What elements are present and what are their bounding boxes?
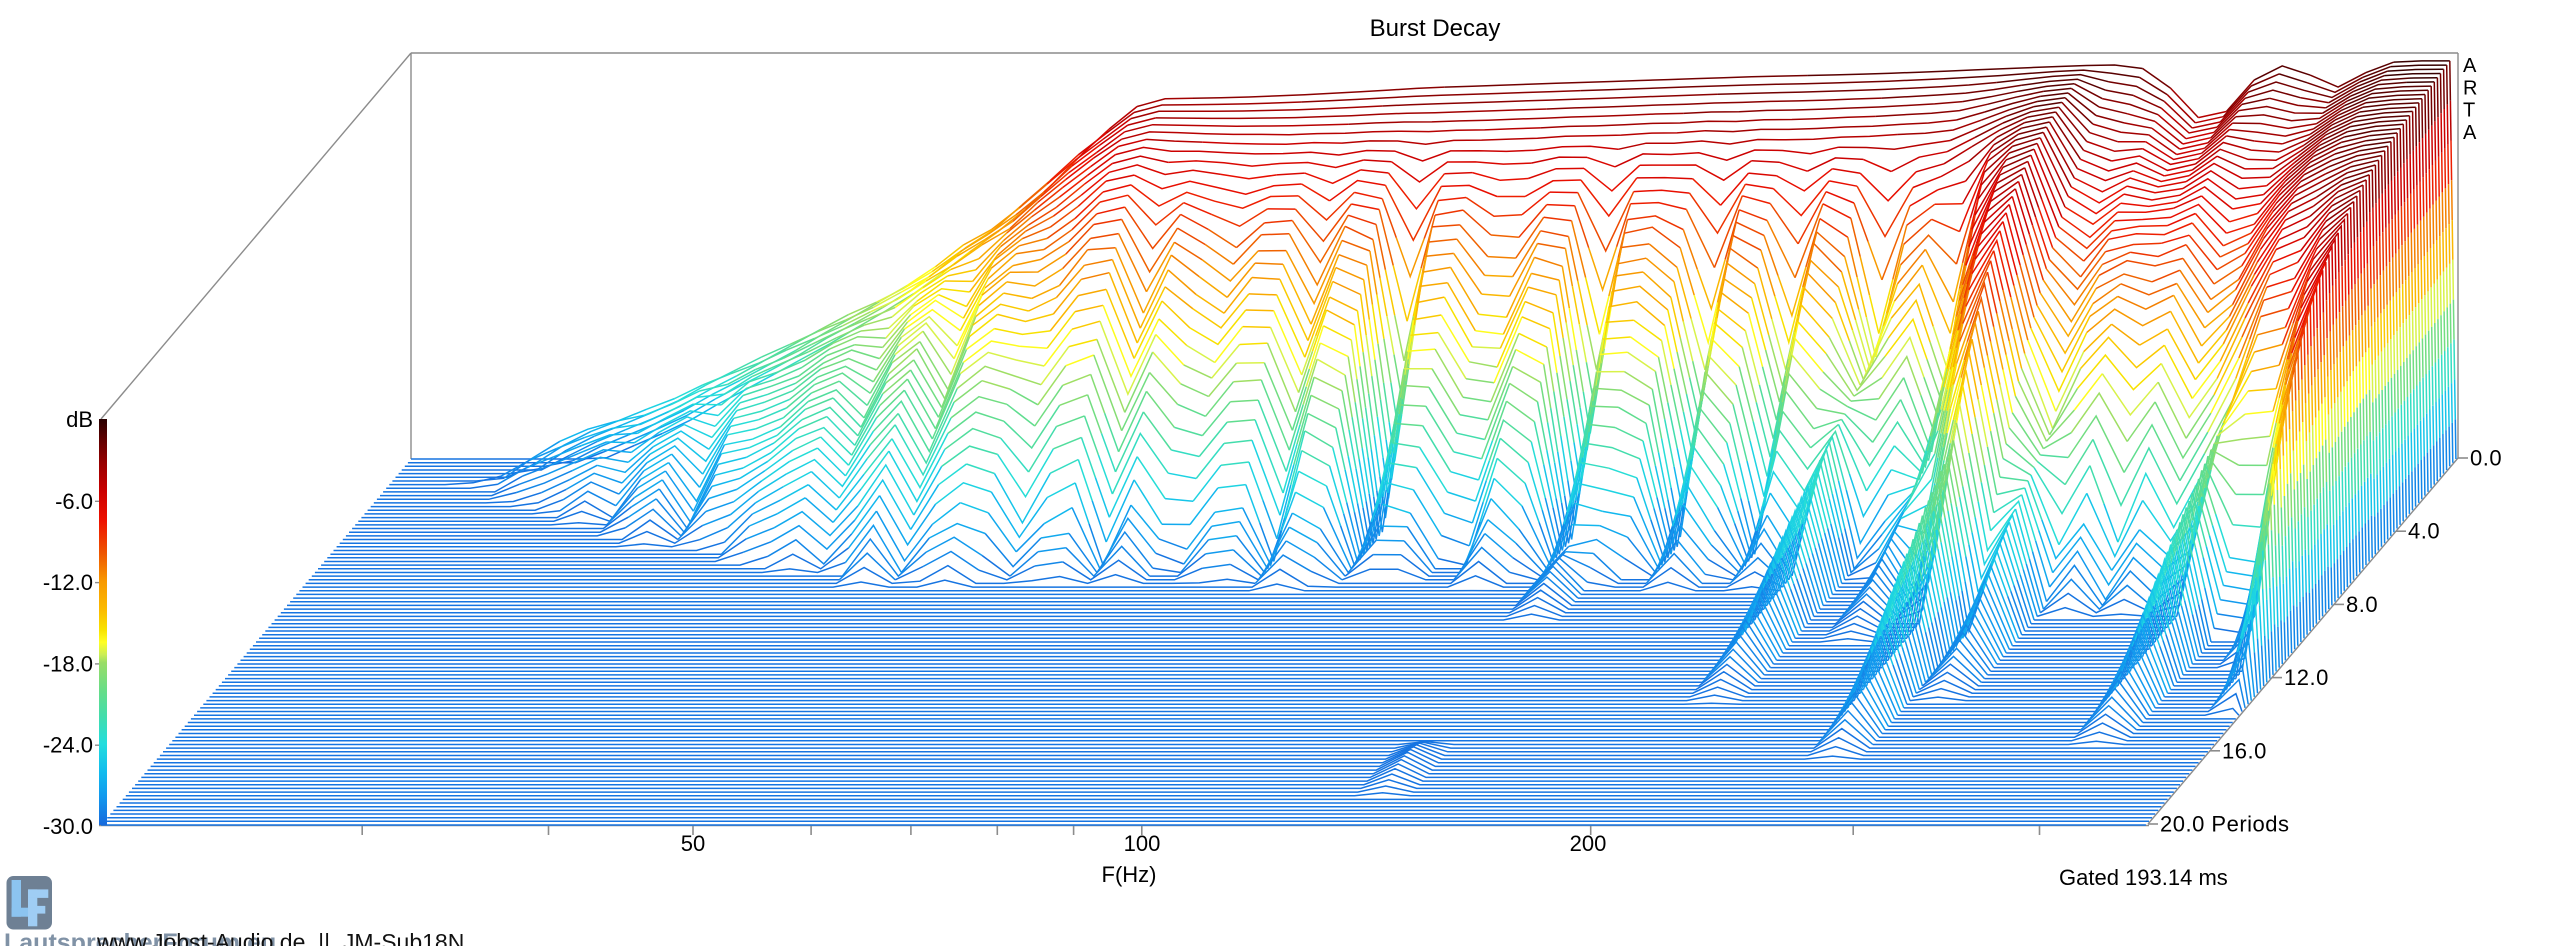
svg-text:-18.0: -18.0 [43, 651, 93, 676]
svg-text:50: 50 [681, 831, 705, 856]
svg-text:8.0: 8.0 [2346, 592, 2378, 617]
svg-text:A: A [2463, 122, 2477, 144]
svg-text:dB: dB [66, 407, 93, 432]
svg-text:A: A [2463, 55, 2477, 77]
svg-text:Gated 193.14 ms: Gated 193.14 ms [2059, 865, 2228, 890]
svg-text:T: T [2463, 100, 2475, 122]
svg-text:0.0: 0.0 [2470, 446, 2502, 471]
svg-text:-24.0: -24.0 [43, 733, 93, 758]
svg-text:-12.0: -12.0 [43, 570, 93, 595]
svg-text:R: R [2463, 77, 2477, 99]
svg-text:100: 100 [1124, 831, 1161, 856]
svg-text:4.0: 4.0 [2408, 519, 2440, 544]
svg-text:12.0: 12.0 [2284, 665, 2329, 690]
svg-text:200: 200 [1570, 831, 1607, 856]
svg-text:-30.0: -30.0 [43, 814, 93, 839]
svg-text:F(Hz): F(Hz) [1102, 862, 1157, 887]
svg-text:20.0 Periods: 20.0 Periods [2160, 812, 2290, 837]
svg-text:-6.0: -6.0 [55, 489, 93, 514]
svg-text:LautsprecherForum.eu: LautsprecherForum.eu [4, 929, 276, 946]
svg-text:www.Jobst-Audio.de || JM-Sub: www.Jobst-Audio.de || JM-Sub18N [96, 929, 464, 946]
svg-text:Burst Decay: Burst Decay [1370, 15, 1501, 42]
svg-text:16.0: 16.0 [2222, 738, 2267, 763]
